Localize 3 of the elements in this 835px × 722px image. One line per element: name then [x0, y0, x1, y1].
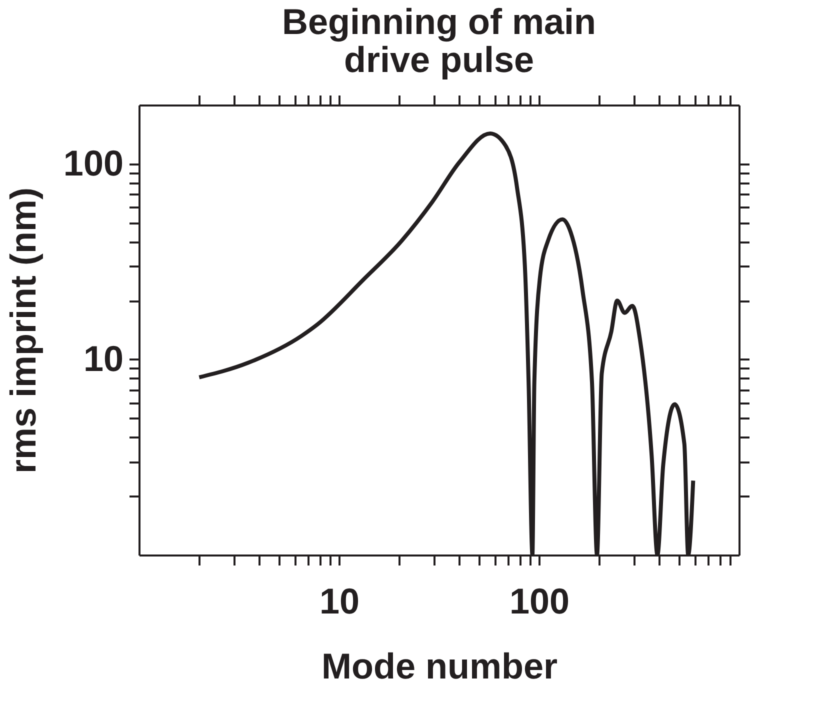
y-axis-title: rms imprint (nm) — [2, 187, 44, 474]
chart-title: Beginning of main drive pulse — [282, 1, 596, 80]
x-axis-title: Mode number — [321, 646, 558, 686]
